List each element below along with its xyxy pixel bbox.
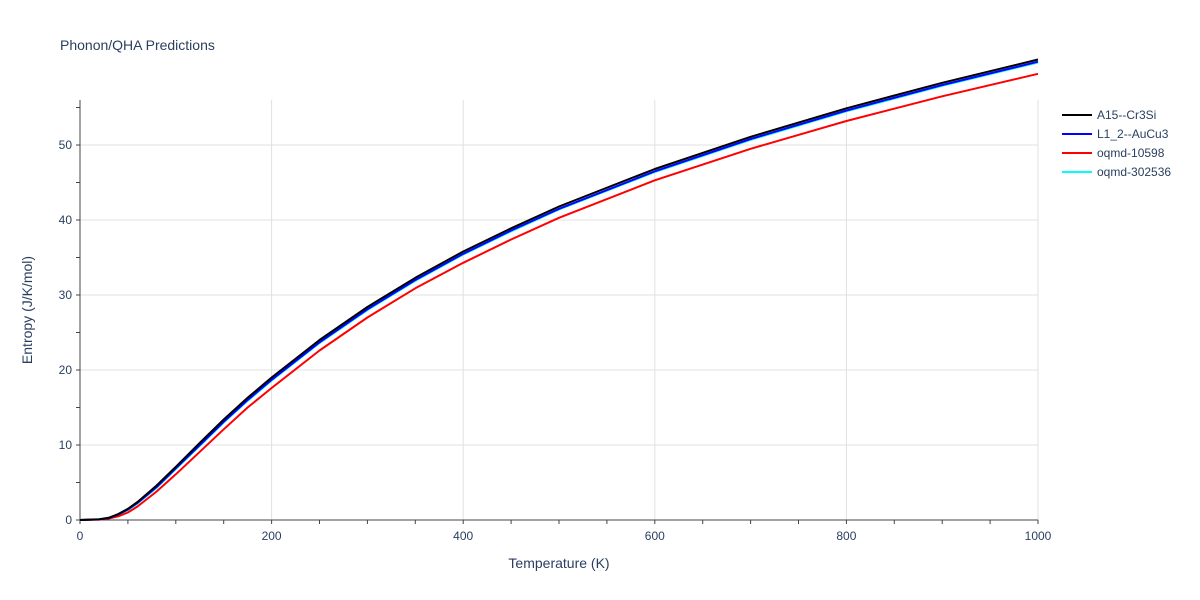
series-line-A15--Cr3Si xyxy=(79,58,1039,521)
y-tick-label: 50 xyxy=(59,138,73,152)
x-tick-label: 200 xyxy=(262,529,282,543)
legend-item[interactable]: L1_2--AuCu3 xyxy=(1062,127,1169,141)
x-axis-title: Temperature (K) xyxy=(508,555,609,571)
axes: 0 10 20 30 40 50 0 200 400 600 800 1000 xyxy=(59,100,1052,543)
chart-title: Phonon/QHA Predictions xyxy=(60,37,215,53)
legend-item[interactable]: oqmd-302536 xyxy=(1062,165,1171,179)
series-layer xyxy=(79,58,1039,521)
legend[interactable]: A15--Cr3Si L1_2--AuCu3 oqmd-10598 oqmd-3025… xyxy=(1062,108,1171,179)
y-tick-label: 0 xyxy=(65,513,72,527)
x-tick-label: 400 xyxy=(453,529,473,543)
legend-label: oqmd-10598 xyxy=(1097,146,1165,160)
legend-label: L1_2--AuCu3 xyxy=(1097,127,1169,141)
x-tick-label: 600 xyxy=(645,529,665,543)
x-tick-label: 800 xyxy=(836,529,856,543)
gridlines xyxy=(80,100,1039,520)
x-tick-label: 1000 xyxy=(1025,529,1052,543)
y-tick-label: 30 xyxy=(59,288,73,302)
legend-label: A15--Cr3Si xyxy=(1097,108,1156,122)
legend-item[interactable]: oqmd-10598 xyxy=(1062,146,1165,160)
series-line-oqmd-10598 xyxy=(79,72,1039,521)
legend-item[interactable]: A15--Cr3Si xyxy=(1062,108,1156,122)
y-tick-label: 40 xyxy=(59,213,73,227)
y-axis-title: Entropy (J/K/mol) xyxy=(19,256,35,364)
y-tick-label: 10 xyxy=(59,438,73,452)
x-tick-label: 0 xyxy=(77,529,84,543)
legend-label: oqmd-302536 xyxy=(1097,165,1171,179)
y-tick-label: 20 xyxy=(59,363,73,377)
